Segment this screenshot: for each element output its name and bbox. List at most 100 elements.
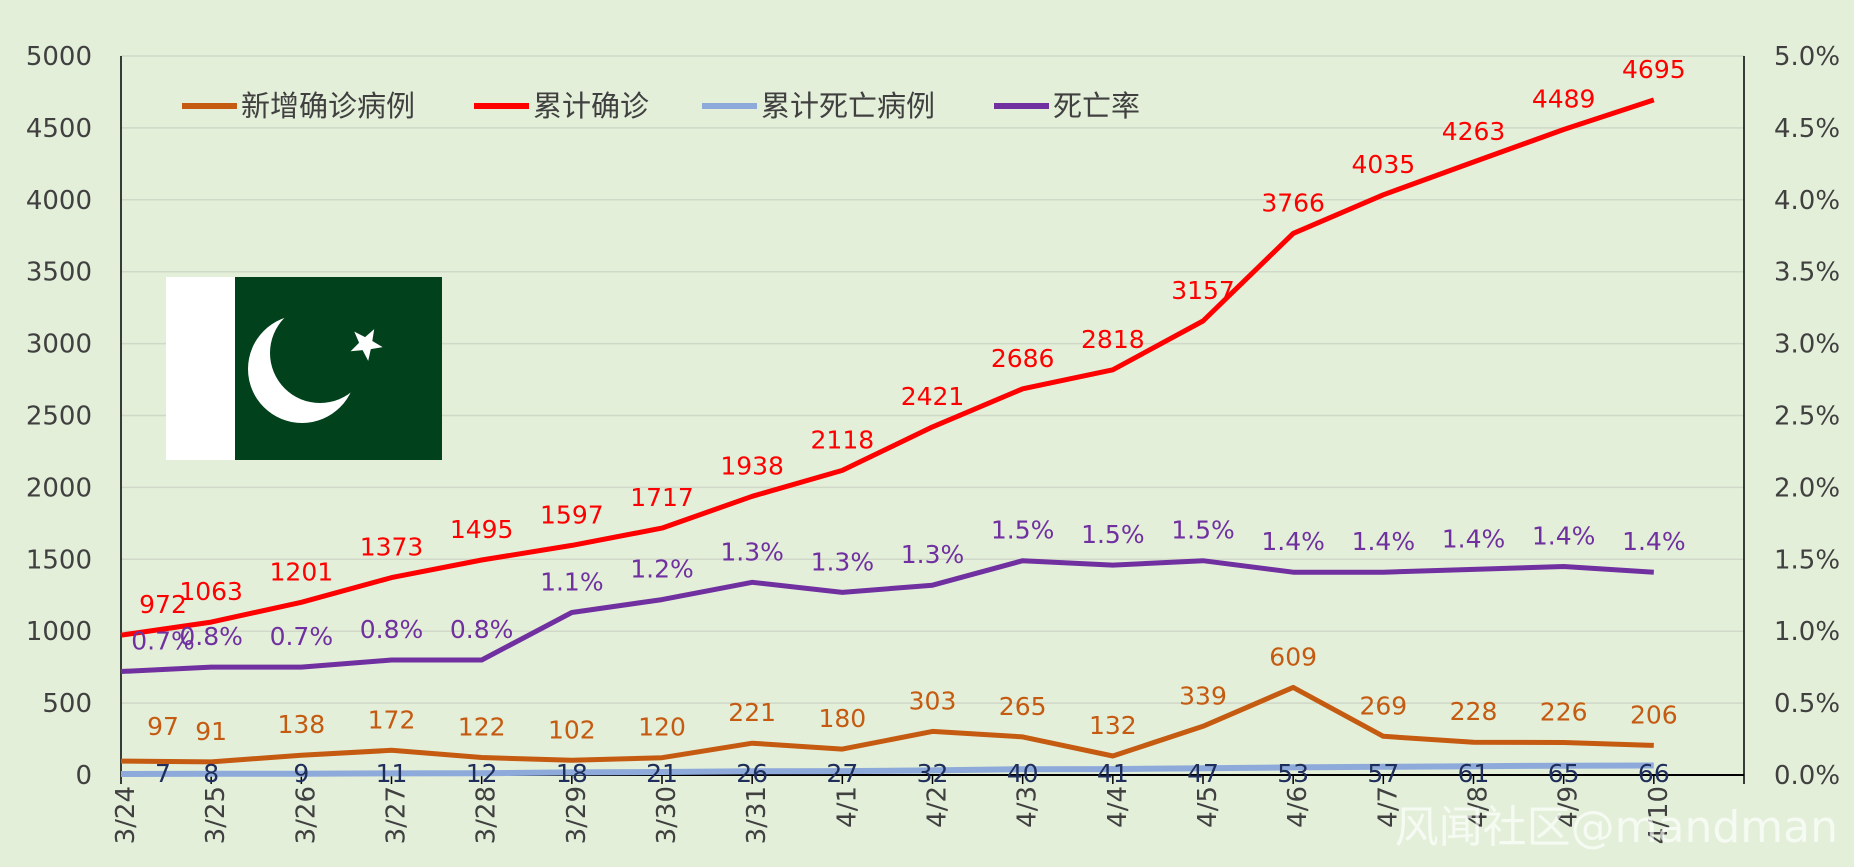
data-label: 1.3% (720, 537, 784, 566)
y-right-tick-label: 2.0% (1774, 473, 1840, 503)
data-label: 4263 (1442, 117, 1506, 146)
flag-crescent-inner (270, 303, 370, 403)
data-label: 7 (155, 759, 171, 788)
data-label: 1373 (360, 533, 424, 562)
y-left-tick-label: 3000 (26, 330, 92, 360)
flag-star (350, 329, 383, 361)
data-label: 1.3% (811, 547, 875, 576)
x-tick-label: 4/1 (832, 786, 862, 828)
y-right-tick-label: 4.0% (1774, 186, 1840, 216)
data-label: 1.5% (991, 516, 1055, 545)
x-tick-label: 3/29 (562, 786, 592, 844)
data-label: 2818 (1081, 325, 1145, 354)
data-label: 1495 (450, 515, 514, 544)
data-label: 1.4% (1622, 527, 1686, 556)
data-label: 61 (1458, 759, 1490, 788)
data-label: 269 (1359, 691, 1407, 720)
x-tick-label: 3/30 (652, 786, 682, 844)
x-tick-label: 3/28 (472, 786, 502, 844)
legend-label: 新增确诊病例 (241, 89, 415, 123)
data-label: 2686 (991, 344, 1055, 373)
data-label: 3157 (1171, 276, 1235, 305)
x-tick-label: 4/3 (1013, 786, 1043, 828)
data-label: 1717 (630, 483, 694, 512)
data-label: 0.7% (131, 626, 195, 655)
data-label: 1.4% (1442, 524, 1506, 553)
y-left-tick-label: 2500 (26, 402, 92, 432)
y-right-tick-label: 1.5% (1774, 545, 1840, 575)
x-tick-label: 4/7 (1373, 786, 1403, 828)
data-label: 21 (646, 759, 678, 788)
data-label: 1.3% (901, 540, 965, 569)
y-right-tick-label: 2.5% (1774, 402, 1840, 432)
legend-label: 死亡率 (1053, 89, 1140, 123)
data-label: 228 (1450, 697, 1498, 726)
series-line (120, 558, 1654, 674)
data-label: 265 (999, 692, 1047, 721)
x-tick-label: 4/10 (1644, 786, 1674, 844)
series-line (120, 97, 1655, 638)
y-right-tick-label: 0.0% (1774, 761, 1840, 791)
data-label: 1.1% (540, 568, 604, 597)
data-label: 609 (1269, 642, 1317, 671)
data-label: 303 (909, 686, 957, 715)
data-label: 1.4% (1261, 527, 1325, 556)
y-right-tick-label: 5.0% (1774, 42, 1840, 72)
x-tick-label: 4/2 (923, 786, 953, 828)
data-label: 102 (548, 715, 596, 744)
data-label: 1.2% (630, 555, 694, 584)
data-label: 4489 (1532, 84, 1596, 113)
data-label: 0.8% (360, 615, 424, 644)
data-label: 32 (917, 759, 949, 788)
data-label: 2118 (811, 425, 875, 454)
data-label: 65 (1548, 759, 1580, 788)
x-tick-label: 4/6 (1283, 786, 1313, 828)
x-tick-label: 3/25 (201, 786, 231, 844)
data-label: 1063 (179, 577, 243, 606)
axes: 0 500 1000 1500 2000 2500 3000 3500 4000 4500 5000… (26, 42, 1840, 844)
data-label: 8 (203, 759, 219, 788)
data-label: 27 (826, 759, 858, 788)
data-label: 1201 (270, 557, 334, 586)
data-label: 0.8% (450, 615, 514, 644)
data-label: 172 (368, 705, 416, 734)
y-left-tick-label: 1000 (26, 617, 92, 647)
data-label: 972 (139, 590, 187, 619)
data-label: 206 (1630, 700, 1678, 729)
x-tick-label: 4/8 (1464, 786, 1494, 828)
data-label: 18 (556, 759, 588, 788)
x-tick-label: 3/27 (382, 786, 412, 844)
data-label: 41 (1097, 759, 1129, 788)
x-tick-label: 3/31 (742, 786, 772, 844)
y-right-tick-label: 3.5% (1774, 258, 1840, 288)
data-label: 66 (1638, 759, 1670, 788)
data-label: 339 (1179, 681, 1227, 710)
series-line (120, 684, 1654, 765)
pakistan-flag (166, 277, 442, 460)
y-left-tick-label: 1500 (26, 545, 92, 575)
x-tick-label: 3/26 (291, 786, 321, 844)
data-label: 3766 (1261, 188, 1325, 217)
series-line (120, 762, 1654, 777)
y-left-tick-label: 2000 (26, 473, 92, 503)
data-label: 4035 (1352, 150, 1416, 179)
data-label: 1.5% (1171, 516, 1235, 545)
y-right-tick-label: 3.0% (1774, 330, 1840, 360)
legend: 新增确诊病例 累计确诊 累计死亡病例 死亡率 (182, 89, 1140, 123)
y-left-tick-label: 0 (75, 761, 92, 791)
data-label: 53 (1277, 759, 1309, 788)
series-lines (120, 97, 1655, 777)
data-label: 132 (1089, 711, 1137, 740)
data-label: 40 (1007, 759, 1039, 788)
data-label: 122 (458, 712, 506, 741)
data-label: 11 (376, 759, 408, 788)
data-label: 1.4% (1352, 527, 1416, 556)
y-left-tick-label: 4500 (26, 114, 92, 144)
data-label: 26 (736, 759, 768, 788)
y-right-tick-label: 1.0% (1774, 617, 1840, 647)
x-tick-label: 4/9 (1554, 786, 1584, 828)
data-label: 91 (195, 717, 227, 746)
data-label: 1938 (720, 451, 784, 480)
data-label: 2421 (901, 382, 965, 411)
